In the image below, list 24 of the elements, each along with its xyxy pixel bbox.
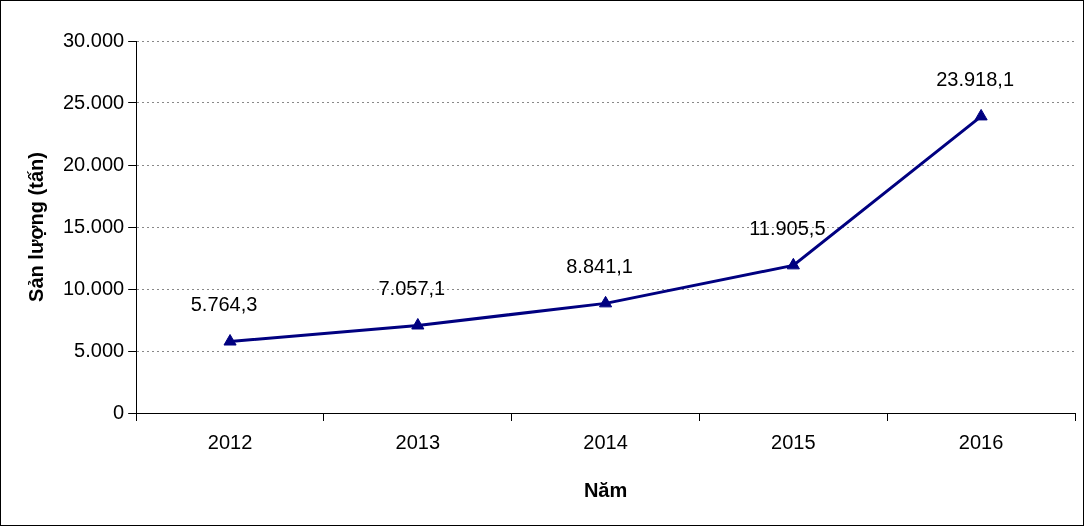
y-tick-label: 25.000 xyxy=(63,90,125,113)
x-tick-label: 2013 xyxy=(395,430,441,453)
x-tick-label: 2012 xyxy=(207,430,253,453)
x-tick-label: 2015 xyxy=(771,430,816,453)
point xyxy=(223,334,237,346)
y-tick-label: 30.000 xyxy=(63,28,125,51)
y-axis-title: Sản lượng (tấn) xyxy=(24,152,47,302)
data-label: 5.764,3 xyxy=(190,293,258,316)
x-tick-label: 2016 xyxy=(958,430,1004,453)
x-axis-title: Năm xyxy=(583,478,628,501)
data-label: 11.905,5 xyxy=(749,216,826,239)
point xyxy=(411,317,425,330)
x-tick-label: 2014 xyxy=(583,430,628,453)
y-tick-label: 10.000 xyxy=(63,276,125,299)
point xyxy=(599,295,613,308)
y-tick-label: 15.000 xyxy=(63,214,125,237)
y-tick-label: 5.000 xyxy=(74,338,125,361)
point xyxy=(786,257,800,270)
point xyxy=(974,108,988,121)
data-label: 8.841,1 xyxy=(566,254,633,277)
data-label: 23.918,1 xyxy=(936,67,1015,90)
y-tick-label: 0 xyxy=(113,400,125,423)
data-label: 7.057,1 xyxy=(378,277,446,300)
y-tick-label: 20.000 xyxy=(63,152,125,175)
